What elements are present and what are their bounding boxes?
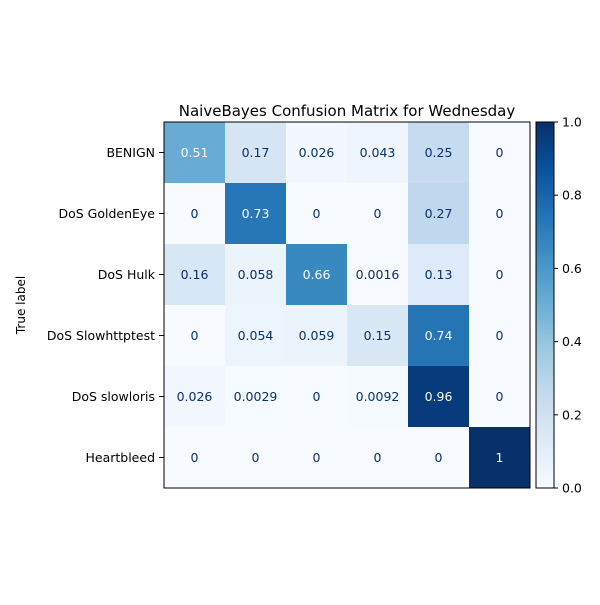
heatmap-cell [225, 183, 287, 245]
heatmap-cell [225, 366, 287, 428]
heatmap-cell [225, 305, 287, 367]
heatmap-cell [286, 427, 348, 489]
cell-value-label: 0 [496, 328, 504, 343]
cell-value-label: 0 [496, 389, 504, 404]
y-axis-label: True label [14, 276, 28, 335]
cell-value-label: 0.15 [364, 328, 392, 343]
cell-value-label: 0.51 [181, 145, 209, 160]
cell-value-label: 0.25 [425, 145, 453, 160]
cell-value-label: 0 [496, 206, 504, 221]
cell-value-label: 0.058 [238, 267, 274, 282]
cell-value-label: 0.13 [425, 267, 453, 282]
cell-value-label: 0 [191, 206, 199, 221]
colorbar-ticks: 0.0 0.2 0.4 0.6 0.8 1.0 [554, 115, 582, 496]
colorbar-tick-label: 0.0 [562, 481, 582, 496]
cell-value-label: 0 [435, 450, 443, 465]
heatmap-cell [347, 122, 409, 184]
cell-value-label: 0 [374, 206, 382, 221]
heatmap-cell [347, 183, 409, 245]
heatmap-cell [225, 244, 287, 306]
heatmap-cell [408, 366, 470, 428]
cell-value-label: 0.054 [238, 328, 274, 343]
cell-value-label: 0.27 [425, 206, 453, 221]
cell-value-label: 0.026 [299, 145, 335, 160]
cell-value-label: 0 [374, 450, 382, 465]
heatmap-cell [408, 305, 470, 367]
colorbar-tick-label: 0.8 [562, 188, 582, 203]
cell-value-label: 0.059 [299, 328, 335, 343]
heatmap-cell [225, 427, 287, 489]
heatmap-cell [286, 122, 348, 184]
heatmap-cell [286, 366, 348, 428]
cell-value-label: 0 [313, 206, 321, 221]
cell-value-label: 0.66 [303, 267, 331, 282]
heatmap-cell [164, 183, 226, 245]
heatmap-cell [347, 366, 409, 428]
heatmap-cell [347, 305, 409, 367]
cell-value-label: 0.74 [425, 328, 453, 343]
cell-value-label: 0 [496, 267, 504, 282]
colorbar-tick-label: 0.4 [562, 334, 582, 349]
chart-title: NaiveBayes Confusion Matrix for Wednesda… [179, 102, 516, 120]
axes-frame [163, 121, 531, 489]
cell-value-label: 0 [496, 145, 504, 160]
cell-value-label: 0 [313, 389, 321, 404]
heatmap-cell [164, 305, 226, 367]
heatmap-cell [469, 366, 531, 428]
cell-value-label: 0.96 [425, 389, 453, 404]
heatmap-cell [347, 244, 409, 306]
colorbar-tick-label: 0.2 [562, 407, 582, 422]
colorbar-tick-label: 1.0 [562, 115, 582, 130]
heatmap-cell [408, 244, 470, 306]
row-tick-label: DoS Slowhttptest [47, 328, 155, 343]
colorbar-tick-label: 0.6 [562, 261, 582, 276]
heatmap-cell [469, 122, 531, 184]
heatmap-cell [164, 122, 226, 184]
cell-value-label: 1 [496, 450, 504, 465]
heatmap-cell [347, 427, 409, 489]
cell-value-label: 0.17 [242, 145, 270, 160]
row-tick-labels: BENIGN DoS GoldenEye DoS Hulk DoS Slowhttpt… [47, 145, 164, 465]
cell-value-label: 0.73 [242, 206, 270, 221]
cell-value-label: 0 [313, 450, 321, 465]
heatmap-cell [469, 305, 531, 367]
cell-value-label: 0.0029 [234, 389, 278, 404]
heatmap-cell-labels: 0.51 0.17 0.026 0.043 0.25 0 0 0.73 0 0 0.27 0 0.16 0… [177, 145, 504, 465]
heatmap-cell [408, 122, 470, 184]
row-tick-label: DoS Hulk [98, 267, 156, 282]
cell-value-label: 0 [191, 450, 199, 465]
cell-value-label: 0.043 [360, 145, 396, 160]
heatmap-cell [469, 183, 531, 245]
cell-value-label: 0 [191, 328, 199, 343]
cell-value-label: 0.0092 [356, 389, 400, 404]
cell-value-label: 0.0016 [356, 267, 400, 282]
cell-value-label: 0 [252, 450, 260, 465]
heatmap-cell [164, 244, 226, 306]
cell-value-label: 0.16 [181, 267, 209, 282]
heatmap-cell [225, 122, 287, 184]
row-tick-label: DoS GoldenEye [58, 206, 155, 221]
row-tick-label: DoS slowloris [72, 389, 155, 404]
heatmap-cells [164, 122, 531, 489]
cell-value-label: 0.026 [177, 389, 213, 404]
heatmap-cell [286, 183, 348, 245]
heatmap-cell [286, 305, 348, 367]
heatmap-cell [164, 366, 226, 428]
heatmap-cell [408, 183, 470, 245]
heatmap-cell [469, 427, 531, 489]
row-tick-label: BENIGN [106, 145, 155, 160]
row-tick-label: Heartbleed [85, 450, 155, 465]
heatmap-cell [286, 244, 348, 306]
colorbar [535, 121, 555, 489]
heatmap-cell [164, 427, 226, 489]
heatmap-cell [408, 427, 470, 489]
heatmap-cell [469, 244, 531, 306]
